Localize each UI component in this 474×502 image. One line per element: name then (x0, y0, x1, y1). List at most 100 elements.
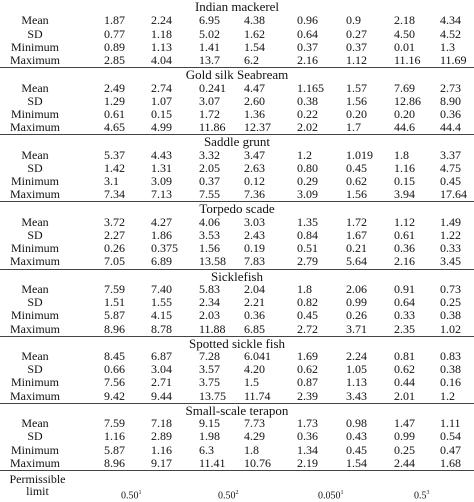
section-title: Spotted sickle fish (0, 335, 474, 350)
table-cell: 5.02 (199, 26, 220, 41)
table-row: Maximum 7.34 7.13 7.55 7.36 3.09 1.56 3.94 17.64 (0, 188, 474, 201)
table-cell: 0.61 (394, 228, 415, 242)
table-cell: 0.38 (297, 93, 318, 108)
table-cell: 1.165 (297, 80, 324, 95)
table-cell: 8.45 (104, 349, 125, 364)
table-cell: 6.89 (151, 254, 172, 269)
table-cell: 2.05 (199, 160, 220, 175)
table-cell: 1.72 (199, 106, 220, 121)
row-label: Mean (21, 13, 49, 28)
row-label: SD (27, 362, 43, 377)
table-cell: 0.82 (297, 295, 318, 310)
table-cell: 0.99 (346, 295, 367, 310)
table-cell: 0.61 (104, 106, 125, 121)
table-row: Mean 7.59 7.18 9.15 7.73 1.73 0.98 1.47 1.11 (0, 417, 474, 430)
table-cell: 0.96 (297, 13, 318, 28)
table-cell: 2.01 (394, 388, 415, 403)
table-cell: 0.37 (297, 39, 318, 54)
table-cell: 3.03 (244, 214, 265, 229)
table-cell: 1.42 (104, 160, 125, 175)
table-cell: 2.43 (244, 228, 265, 242)
table-cell: 1.11 (440, 416, 461, 431)
table-cell: 1.16 (104, 429, 125, 444)
table-cell: 0.16 (440, 375, 461, 390)
table-cell: 1.41 (199, 39, 220, 54)
table-row: SD 0.77 1.18 5.02 1.62 0.64 0.27 4.50 4.52 (0, 26, 474, 41)
table-cell: 4.04 (151, 52, 172, 67)
table-cell: 7.73 (244, 416, 265, 431)
table-cell: 2.71 (151, 375, 172, 390)
table-cell: 0.54 (440, 429, 461, 444)
table-cell: 3.04 (151, 362, 172, 377)
table-cell: 2.24 (151, 13, 172, 28)
table-cell: 9.42 (104, 388, 125, 403)
table-cell: 1.8 (297, 281, 312, 296)
table-cell: 1.22 (440, 228, 461, 242)
table-row: SD 1.42 1.31 2.05 2.63 0.80 0.45 1.16 4.75 (0, 160, 474, 175)
table-cell: 5.87 (104, 308, 125, 323)
table-cell: 0.89 (104, 39, 125, 54)
table-cell: 1.8 (244, 442, 259, 457)
table-row: Mean 8.45 6.87 7.28 6.041 1.69 2.24 0.81 0.83 (0, 350, 474, 363)
table-cell: 0.29 (297, 174, 318, 189)
table-cell: 3.09 (297, 187, 318, 202)
table-cell: 0.62 (346, 174, 367, 189)
table-row: Mean 7.59 7.40 5.83 2.04 1.8 2.06 0.91 0.73 (0, 281, 474, 296)
table-cell: 44.6 (394, 120, 415, 135)
table-cell: 17.64 (440, 187, 467, 202)
table-cell: 3.1 (104, 174, 119, 189)
table-row: Maximum 7.05 6.89 13.58 7.83 2.79 5.64 2.16 3.45 (0, 255, 474, 268)
table-cell: 1.13 (346, 375, 367, 390)
table-cell: 1.05 (346, 362, 367, 377)
table-cell: 0.77 (104, 26, 125, 41)
table-cell: 0.33 (394, 308, 415, 323)
row-label: Minimum (10, 174, 59, 189)
table-cell: 3.75 (199, 375, 220, 390)
limit-footnote: 1 (138, 489, 142, 496)
table-cell: 3.53 (199, 228, 220, 242)
table-cell: 2.27 (104, 228, 125, 242)
table-cell: 2.18 (394, 13, 415, 28)
table-cell: 5.64 (346, 254, 367, 269)
row-label: Maximum (10, 388, 60, 403)
table-cell: 8.96 (104, 455, 125, 470)
table-cell: 1.34 (297, 442, 318, 457)
permissible-label-line1: Permissible (9, 471, 66, 486)
table-cell: 2.63 (244, 160, 265, 175)
table-row: SD 0.66 3.04 3.57 4.20 0.62 1.05 0.62 0.38 (0, 363, 474, 376)
table-row: SD 1.29 1.07 3.07 2.60 0.38 1.56 12.86 8.90 (0, 93, 474, 108)
table-row: Maximum 4.65 4.99 11.86 12.37 2.02 1.7 44.6 44.4 (0, 121, 474, 134)
table-cell: 7.59 (104, 281, 125, 296)
table-cell: 2.02 (297, 120, 318, 135)
table-cell: 6.2 (244, 52, 259, 67)
table-cell: 2.35 (394, 321, 415, 336)
table-cell: 11.88 (199, 321, 226, 336)
table-cell: 1.16 (394, 160, 415, 175)
row-label: Mean (21, 214, 49, 229)
table-cell: 6.95 (199, 13, 220, 28)
table-row: Mean 5.37 4.43 3.32 3.47 1.2 1.019 1.8 3.37 (0, 147, 474, 162)
table-cell: 1.8 (394, 147, 409, 162)
table-cell: 4.27 (151, 214, 172, 229)
table-cell: 4.50 (394, 26, 415, 41)
table-cell: 1.56 (199, 241, 220, 256)
table-cell: 11.41 (199, 455, 226, 470)
table-cell: 1.73 (297, 416, 318, 431)
table-row: Minimum 7.56 2.71 3.75 1.5 0.87 1.13 0.44 0.16 (0, 376, 474, 389)
table-cell: 0.21 (346, 241, 367, 256)
table-cell: 0.43 (346, 429, 367, 444)
table-cell: 1.87 (104, 13, 125, 28)
table-cell: 0.83 (440, 349, 461, 364)
table-cell: 4.34 (440, 13, 461, 28)
row-label: SD (27, 228, 43, 242)
table-cell: 0.73 (440, 281, 461, 296)
table-cell: 1.12 (394, 214, 415, 229)
table-cell: 4.75 (440, 160, 461, 175)
table-cell: 6.87 (151, 349, 172, 364)
table-cell: 7.83 (244, 254, 265, 269)
table-cell: 1.35 (297, 214, 318, 229)
row-label: Mean (21, 349, 49, 364)
table-cell: 1.07 (151, 93, 172, 108)
row-label: SD (27, 160, 43, 175)
table-cell: 1.98 (199, 429, 220, 444)
